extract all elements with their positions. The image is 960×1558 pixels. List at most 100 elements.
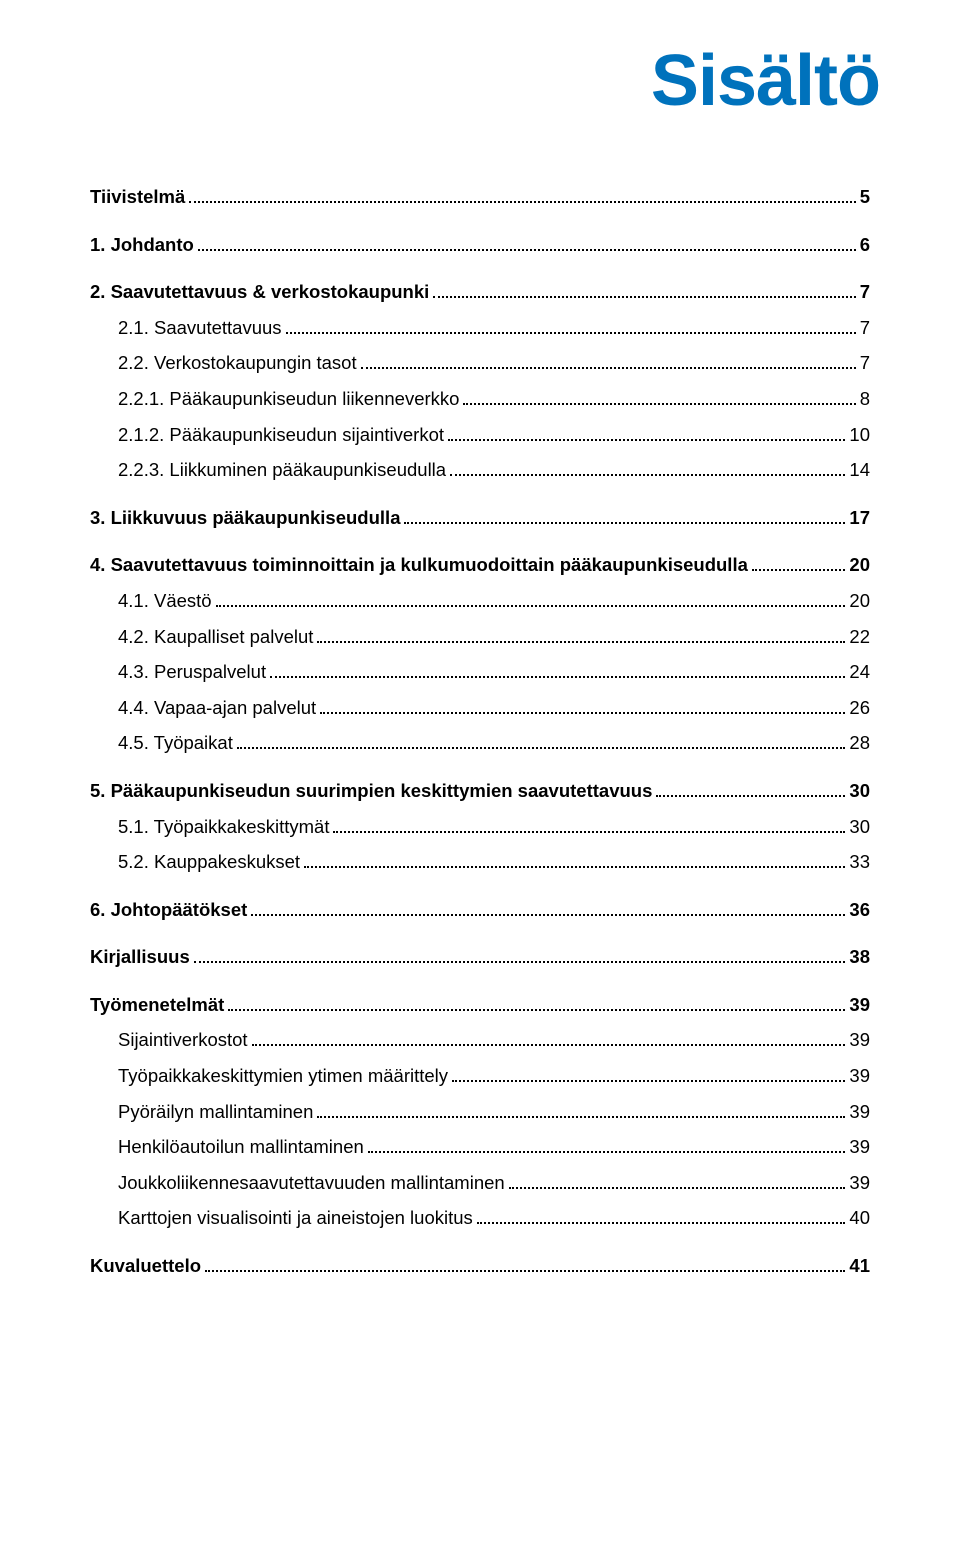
toc-entry: Työpaikkakeskittymien ytimen määrittely 3… xyxy=(118,1061,870,1091)
toc-page-number: 22 xyxy=(849,622,870,652)
toc-page-number: 39 xyxy=(849,1132,870,1162)
toc-entry: 4.2. Kaupalliset palvelut 22 xyxy=(118,622,870,652)
toc-leader-dots xyxy=(368,1151,846,1153)
toc-label: 4. Saavutettavuus toiminnoittain ja kulk… xyxy=(90,550,748,580)
toc-entry: 5.1. Työpaikkakeskittymät30 xyxy=(118,812,870,842)
toc-leader-dots xyxy=(433,296,855,298)
toc-entry: 3. Liikkuvuus pääkaupunkiseudulla 17 xyxy=(90,503,870,533)
toc-page-number: 39 xyxy=(849,1061,870,1091)
toc-leader-dots xyxy=(189,201,855,203)
toc-label: Pyöräilyn mallintaminen xyxy=(118,1097,313,1127)
toc-entry: 5.2. Kauppakeskukset 33 xyxy=(118,847,870,877)
toc-label: 6. Johtopäätökset xyxy=(90,895,247,925)
toc-page-number: 38 xyxy=(849,942,870,972)
toc-leader-dots xyxy=(317,1116,845,1118)
toc-page-number: 8 xyxy=(860,384,870,414)
toc-label: Joukkoliikennesaavutettavuuden mallintam… xyxy=(118,1168,505,1198)
toc-page-number: 39 xyxy=(849,990,870,1020)
toc-entry: 6. Johtopäätökset 36 xyxy=(90,895,870,925)
toc-entry: Henkilöautoilun mallintaminen 39 xyxy=(118,1132,870,1162)
toc-label: 4.4. Vapaa-ajan palvelut xyxy=(118,693,316,723)
toc-leader-dots xyxy=(304,866,845,868)
toc-page-number: 30 xyxy=(849,776,870,806)
toc-entry: Kuvaluettelo41 xyxy=(90,1251,870,1281)
toc-entry: 5. Pääkaupunkiseudun suurimpien keskitty… xyxy=(90,776,870,806)
toc-entry: Kirjallisuus 38 xyxy=(90,942,870,972)
toc-leader-dots xyxy=(656,795,845,797)
toc-page-number: 33 xyxy=(849,847,870,877)
toc-leader-dots xyxy=(752,569,846,571)
toc-label: Sijaintiverkostot xyxy=(118,1025,248,1055)
toc-label: 1. Johdanto xyxy=(90,230,194,260)
toc-leader-dots xyxy=(216,605,846,607)
toc-page-number: 6 xyxy=(860,230,870,260)
toc-entry: 2.2. Verkostokaupungin tasot 7 xyxy=(118,348,870,378)
toc-label: 5.2. Kauppakeskukset xyxy=(118,847,300,877)
toc-label: Työpaikkakeskittymien ytimen määrittely xyxy=(118,1061,448,1091)
toc-leader-dots xyxy=(251,914,845,916)
toc-label: 4.3. Peruspalvelut xyxy=(118,657,266,687)
toc-leader-dots xyxy=(228,1009,845,1011)
toc-page-number: 14 xyxy=(849,455,870,485)
toc-leader-dots xyxy=(333,831,845,833)
toc-entry: Pyöräilyn mallintaminen 39 xyxy=(118,1097,870,1127)
toc-page-number: 40 xyxy=(849,1203,870,1233)
toc-label: 2.2. Verkostokaupungin tasot xyxy=(118,348,357,378)
toc-page-number: 17 xyxy=(849,503,870,533)
toc-label: 2. Saavutettavuus & verkostokaupunki xyxy=(90,277,429,307)
toc-entry: 4.3. Peruspalvelut24 xyxy=(118,657,870,687)
toc-page-number: 7 xyxy=(860,277,870,307)
toc-label: Henkilöautoilun mallintaminen xyxy=(118,1132,364,1162)
toc-label: 3. Liikkuvuus pääkaupunkiseudulla xyxy=(90,503,400,533)
toc-leader-dots xyxy=(361,367,856,369)
toc-entry: 4. Saavutettavuus toiminnoittain ja kulk… xyxy=(90,550,870,580)
toc-entry: 4.1. Väestö 20 xyxy=(118,586,870,616)
toc-label: 2.1. Saavutettavuus xyxy=(118,313,282,343)
toc-label: 2.2.1. Pääkaupunkiseudun liikenneverkko xyxy=(118,384,459,414)
toc-entry: 2.2.3. Liikkuminen pääkaupunkiseudulla14 xyxy=(118,455,870,485)
toc-leader-dots xyxy=(237,747,846,749)
toc-label: Kirjallisuus xyxy=(90,942,190,972)
toc-label: 5. Pääkaupunkiseudun suurimpien keskitty… xyxy=(90,776,652,806)
toc-label: Tiivistelmä xyxy=(90,182,185,212)
toc-page-number: 30 xyxy=(849,812,870,842)
toc-page-number: 39 xyxy=(849,1025,870,1055)
toc-leader-dots xyxy=(509,1187,846,1189)
toc-leader-dots xyxy=(463,403,855,405)
toc-page-number: 28 xyxy=(849,728,870,758)
toc-entry: 2. Saavutettavuus & verkostokaupunki 7 xyxy=(90,277,870,307)
toc-leader-dots xyxy=(286,332,856,334)
toc-leader-dots xyxy=(317,641,845,643)
toc-page-number: 5 xyxy=(860,182,870,212)
toc-page-number: 10 xyxy=(849,420,870,450)
toc-page-number: 20 xyxy=(849,586,870,616)
toc-entry: Sijaintiverkostot 39 xyxy=(118,1025,870,1055)
toc-entry: Joukkoliikennesaavutettavuuden mallintam… xyxy=(118,1168,870,1198)
toc-page-number: 7 xyxy=(860,348,870,378)
toc-entry: Karttojen visualisointi ja aineistojen l… xyxy=(118,1203,870,1233)
toc-label: Työmenetelmät xyxy=(90,990,224,1020)
toc-page-number: 41 xyxy=(849,1251,870,1281)
toc-page-number: 26 xyxy=(849,693,870,723)
page-title: Sisältö xyxy=(90,40,880,122)
toc-label: 4.2. Kaupalliset palvelut xyxy=(118,622,313,652)
toc-entry: 2.1. Saavutettavuus7 xyxy=(118,313,870,343)
toc-page-number: 20 xyxy=(849,550,870,580)
toc-entry: 2.2.1. Pääkaupunkiseudun liikenneverkko 8 xyxy=(118,384,870,414)
toc-leader-dots xyxy=(252,1044,846,1046)
toc-leader-dots xyxy=(477,1222,846,1224)
toc-page-number: 39 xyxy=(849,1168,870,1198)
toc-leader-dots xyxy=(198,249,856,251)
toc-entry: 2.1.2. Pääkaupunkiseudun sijaintiverkot1… xyxy=(118,420,870,450)
toc-page-number: 39 xyxy=(849,1097,870,1127)
toc-entry: Työmenetelmät 39 xyxy=(90,990,870,1020)
toc-label: 4.1. Väestö xyxy=(118,586,212,616)
toc-leader-dots xyxy=(270,676,845,678)
table-of-contents: Tiivistelmä 5 1. Johdanto 6 2. Saavutettavuu… xyxy=(90,182,870,1281)
toc-leader-dots xyxy=(404,522,845,524)
toc-entry: 1. Johdanto 6 xyxy=(90,230,870,260)
toc-entry: Tiivistelmä 5 xyxy=(90,182,870,212)
toc-page-number: 36 xyxy=(849,895,870,925)
toc-leader-dots xyxy=(320,712,845,714)
toc-leader-dots xyxy=(448,439,845,441)
